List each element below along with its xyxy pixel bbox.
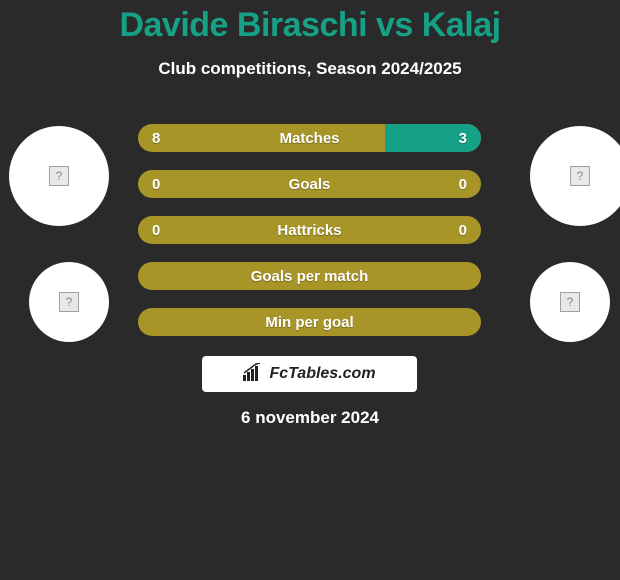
stat-bars: 8 Matches 3 0 Goals 0 0 Hattricks 0 Goal…	[138, 124, 481, 354]
brand-text: FcTables.com	[269, 365, 375, 383]
stat-bar-mpg: Min per goal	[138, 308, 481, 336]
stat-bar-hattricks: 0 Hattricks 0	[138, 216, 481, 244]
stat-right-value: 3	[459, 130, 467, 147]
stat-label: Goals per match	[138, 268, 481, 285]
broken-image-icon: ?	[570, 166, 590, 186]
club-1-logo: ?	[29, 262, 109, 342]
stat-label: Hattricks	[138, 222, 481, 239]
broken-image-icon: ?	[49, 166, 69, 186]
stat-right-value: 0	[459, 222, 467, 239]
stat-label: Goals	[138, 176, 481, 193]
stat-bar-matches: 8 Matches 3	[138, 124, 481, 152]
stat-label: Matches	[138, 130, 481, 147]
stat-right-value: 0	[459, 176, 467, 193]
page-title: Davide Biraschi vs Kalaj	[0, 0, 620, 45]
date-line: 6 november 2024	[0, 408, 620, 428]
player-2-avatar: ?	[530, 126, 620, 226]
club-2-logo: ?	[530, 262, 610, 342]
subtitle: Club competitions, Season 2024/2025	[0, 59, 620, 79]
stat-bar-gpm: Goals per match	[138, 262, 481, 290]
brand-badge: FcTables.com	[202, 356, 417, 392]
chart-icon	[243, 363, 265, 386]
broken-image-icon: ?	[59, 292, 79, 312]
stat-bar-goals: 0 Goals 0	[138, 170, 481, 198]
broken-image-icon: ?	[560, 292, 580, 312]
stat-label: Min per goal	[138, 314, 481, 331]
player-1-avatar: ?	[9, 126, 109, 226]
